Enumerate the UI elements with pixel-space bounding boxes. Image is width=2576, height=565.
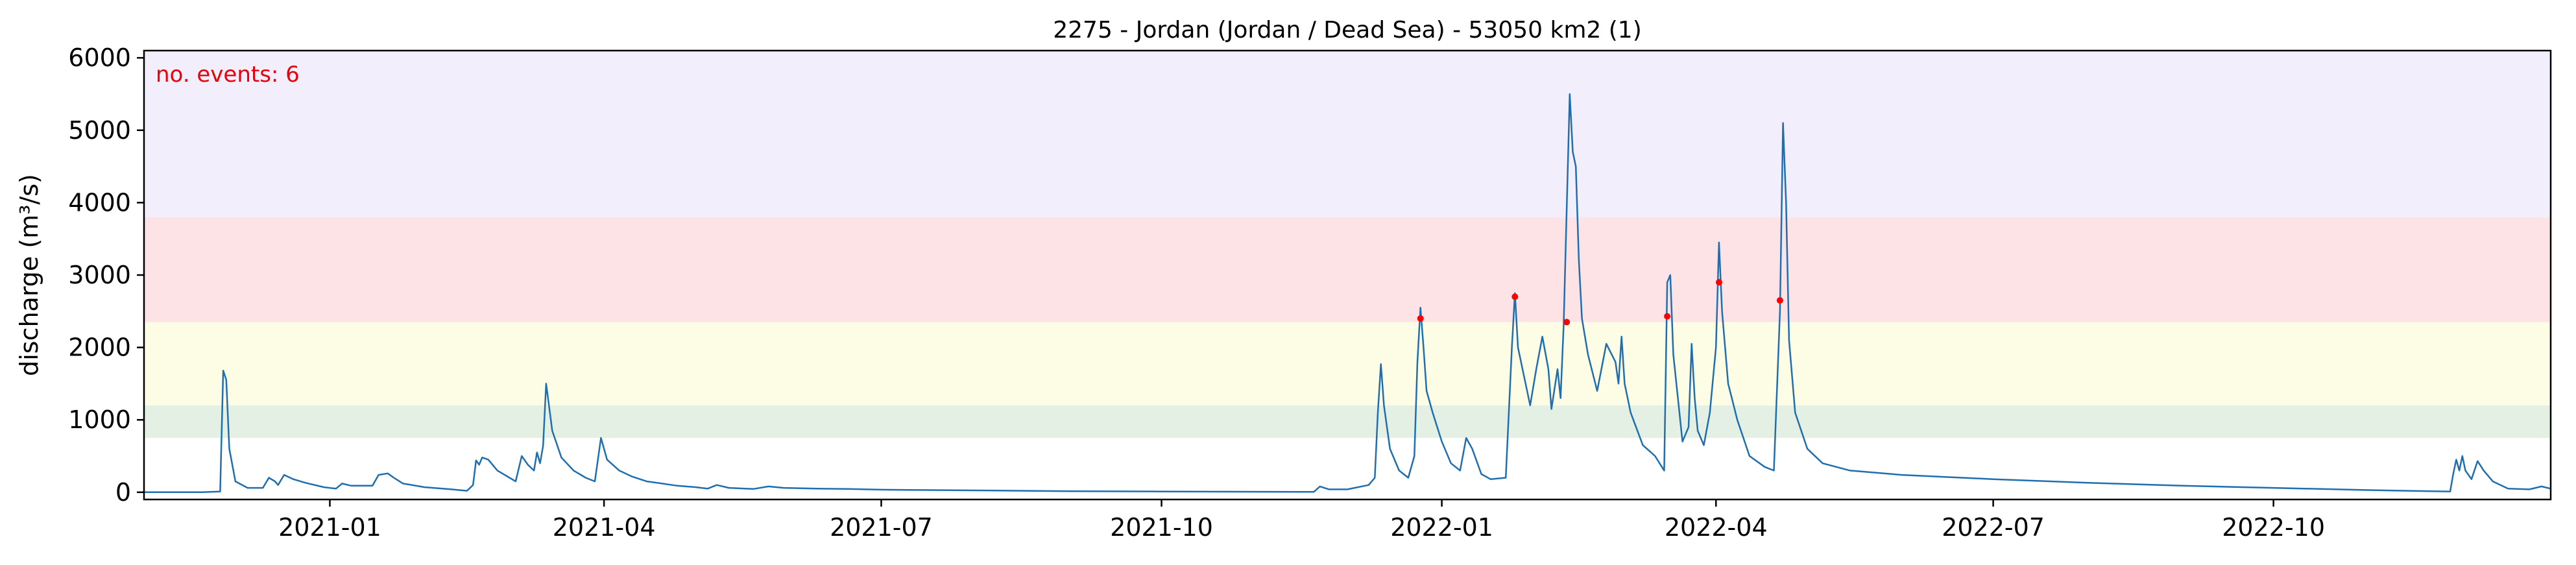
y-axis: 0 1000 2000 3000 4000 5000 6000: [68, 43, 144, 507]
discharge-series: [144, 93, 2551, 494]
event-marker-2: [1511, 293, 1519, 300]
x-tick-label: 2022-01: [1390, 513, 1493, 542]
y-tick-label: 2000: [68, 333, 131, 362]
event-marker-4: [1664, 313, 1671, 320]
threshold-band-3: [144, 217, 2551, 322]
events-count-annotation: no. events: 6: [156, 62, 300, 88]
x-axis: 2021-01 2021-04 2021-07 2021-10 2022-01 2022-…: [278, 499, 2325, 542]
x-tick-label: 2021-07: [830, 513, 933, 542]
discharge-line-1: [144, 93, 2551, 494]
event-marker-1: [1417, 315, 1424, 322]
y-tick-label: 0: [115, 478, 131, 507]
threshold-bands: [144, 51, 2551, 439]
y-tick-label: 5000: [68, 116, 131, 145]
x-tick-label: 2022-07: [1942, 513, 2045, 542]
y-tick-label: 4000: [68, 188, 131, 217]
x-tick-label: 2022-10: [2222, 513, 2325, 542]
y-tick-label: 3000: [68, 261, 131, 289]
threshold-band-2: [144, 322, 2551, 405]
threshold-band-1: [144, 405, 2551, 439]
y-axis-label: discharge (m³/s): [15, 174, 43, 376]
y-tick-label: 1000: [68, 405, 131, 434]
event-markers: [1417, 279, 1783, 326]
event-marker-6: [1776, 297, 1783, 304]
x-tick-label: 2022-04: [1665, 513, 1768, 542]
x-tick-label: 2021-01: [278, 513, 381, 542]
chart-title: 2275 - Jordan (Jordan / Dead Sea) - 5305…: [1053, 17, 1642, 43]
threshold-band-4: [144, 51, 2551, 217]
event-marker-3: [1563, 319, 1571, 326]
event-marker-5: [1715, 279, 1722, 286]
y-tick-label: 6000: [68, 43, 131, 72]
x-tick-label: 2021-10: [1110, 513, 1213, 542]
x-tick-label: 2021-04: [553, 513, 656, 542]
